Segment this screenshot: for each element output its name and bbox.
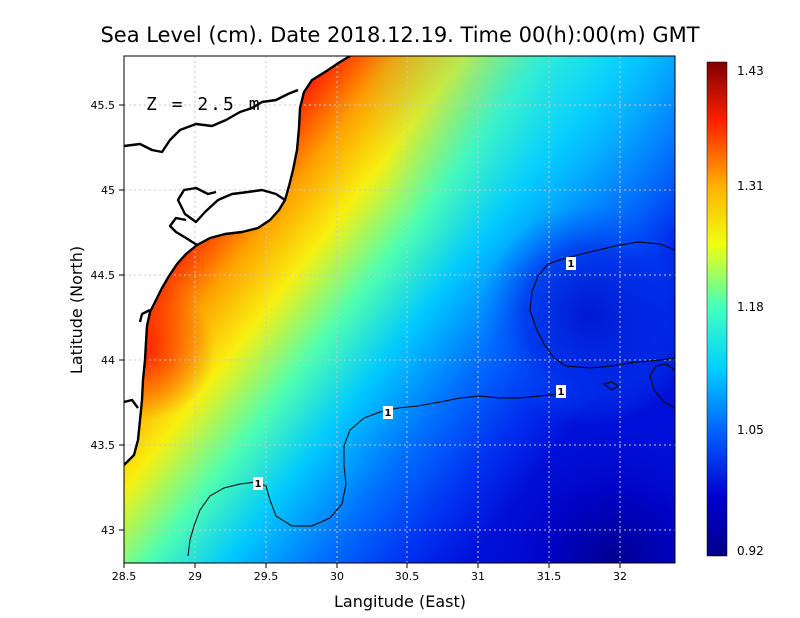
map-title: Sea Level (cm). Date 2018.12.19. Time 00…	[100, 23, 699, 47]
coastline-lagoon	[124, 88, 299, 154]
contour-label-1c: 1	[383, 406, 393, 419]
svg-text:1: 1	[385, 408, 392, 419]
coastline-delta	[176, 186, 286, 224]
land-mask	[124, 56, 350, 465]
x-axis: 28.5 29 29.5 30 30.5 31 31.5 32 Langitud…	[112, 563, 627, 611]
colorbar-tick-label: 1.05	[737, 423, 764, 437]
svg-text:1: 1	[568, 259, 575, 270]
depth-label: Z = 2.5 m	[146, 94, 262, 115]
svg-text:1: 1	[255, 479, 262, 490]
coastline-south	[124, 398, 139, 409]
contour-label-1b: 1	[556, 385, 566, 398]
colorbar: 1.43 1.31 1.18 1.05 0.92	[706, 61, 764, 558]
x-tick-label: 30.5	[395, 570, 420, 583]
x-axis-label: Langitude (East)	[334, 592, 466, 611]
svg-text:1: 1	[558, 387, 565, 398]
contour-label-1d: 1	[253, 477, 263, 490]
x-tick-label: 28.5	[112, 570, 137, 583]
y-axis-label: Latitude (North)	[67, 246, 86, 374]
contour-east-low	[529, 241, 675, 369]
y-axis: 43 43.5 44 44.5 45 45.5 Latitude (North)	[67, 99, 124, 537]
grid-lines	[124, 56, 675, 563]
y-tick-label: 44.5	[91, 269, 116, 282]
y-tick-label: 44	[101, 354, 115, 367]
sea-level-field: 1 1 1 1 Z = 2.5 m	[124, 56, 675, 563]
y-tick-label: 45.5	[91, 99, 116, 112]
coastline-main	[124, 56, 351, 466]
contour-small-island	[602, 381, 619, 391]
x-tick-label: 30	[330, 570, 344, 583]
contour-south	[187, 363, 675, 557]
y-tick-label: 43.5	[91, 439, 116, 452]
colorbar-tick-label: 1.31	[737, 179, 764, 193]
x-tick-label: 32	[613, 570, 627, 583]
x-tick-label: 29	[188, 570, 202, 583]
y-tick-label: 43	[101, 524, 115, 537]
colorbar-gradient	[706, 61, 728, 557]
colorbar-tick-label: 1.18	[737, 300, 764, 314]
coastline-delta-inner	[168, 216, 198, 247]
x-tick-label: 31.5	[537, 570, 562, 583]
x-tick-label: 29.5	[254, 570, 279, 583]
y-tick-label: 45	[101, 184, 115, 197]
contour-label-1a: 1	[566, 257, 576, 270]
x-tick-label: 31	[471, 570, 485, 583]
plot-frame	[123, 55, 676, 564]
coastline-lake	[138, 308, 151, 323]
colorbar-tick-label: 1.43	[737, 64, 764, 78]
colorbar-tick-label: 0.92	[737, 544, 764, 558]
